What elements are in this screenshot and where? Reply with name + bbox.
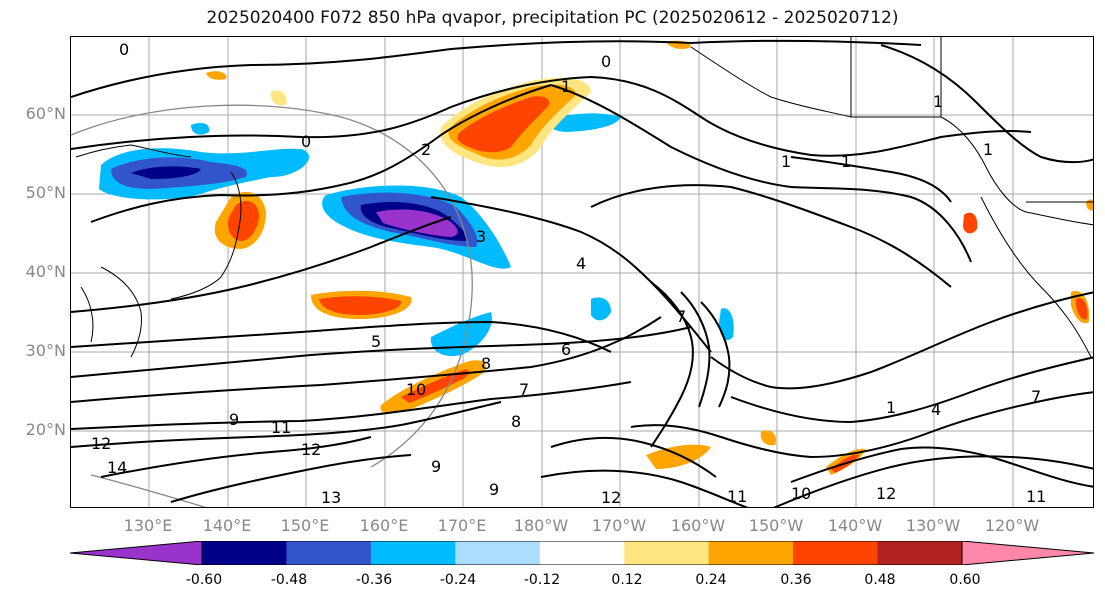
contour-label: 1 [561,77,571,96]
colorbar-segment [539,541,625,565]
contour-label: 1 [983,140,993,159]
colorbar-tick: 0.12 [611,572,643,588]
colorbar-segment [370,541,456,565]
contour-label: 12 [876,484,896,503]
colorbar-tick: 0.36 [780,572,812,588]
colorbar-tick: -0.36 [355,572,393,588]
colorbar-segment [877,541,963,565]
lat-label-60: 60°N [25,104,66,123]
contour-label: 11 [271,418,291,437]
contour-label: 12 [301,440,321,459]
contour-label: 11 [1026,487,1046,506]
contour-lines [71,39,1093,507]
contour-label: 6 [561,340,571,359]
colorbar-segment [624,541,710,565]
colorbar-tick: 0.24 [695,572,727,588]
lon-label: 140°E [202,516,252,535]
contour-label: 7 [1031,387,1041,406]
contour-label: 1 [886,398,896,417]
contour-label: 4 [576,254,586,273]
colorbar-segment [793,541,879,565]
colorbar-tick: 0.48 [864,572,896,588]
map-panel: 0 0 0 1 1 1 1 1 1 2 3 4 4 5 6 7 7 7 8 8 … [70,36,1094,508]
contour-label: 7 [676,307,686,326]
colorbar-tick: 0.60 [949,572,981,588]
colorbar-tick: -0.24 [439,572,477,588]
colorbar-extend-max [962,541,1094,565]
contour-label: 10 [406,380,426,399]
lon-label: 140°W [827,516,883,535]
lon-label: 170°W [591,516,647,535]
contour-label: 3 [476,227,486,246]
lon-label: 120°W [984,516,1040,535]
lon-label: 160°E [359,516,409,535]
lon-label: 160°W [670,516,726,535]
plot-title: 2025020400 F072 850 hPa qvapor, precipit… [206,8,899,28]
contour-label: 2 [421,140,431,159]
colorbar-segment [708,541,794,565]
contour-label: 0 [601,52,611,71]
lat-label-40: 40°N [25,262,66,281]
contour-label: 1 [933,92,943,111]
map-canvas: 0 0 0 1 1 1 1 1 1 2 3 4 4 5 6 7 7 7 8 8 … [71,37,1093,507]
colorbar-tick: -0.12 [523,572,561,588]
projection-arc [71,104,473,507]
contour-label: 13 [321,488,341,507]
contour-label: 10 [791,484,811,503]
lat-label-30: 30°N [25,341,66,360]
coastlines [75,37,1093,358]
colorbar-segment [202,541,287,565]
contour-label: 4 [931,400,941,419]
negative-anomaly-fills [99,113,734,357]
contour-label: 9 [229,410,239,429]
contour-label: 9 [489,480,499,499]
colorbar-segment [286,541,372,565]
contour-label: 8 [511,412,521,431]
contour-label: 1 [841,152,851,171]
contour-label-group: 0 0 0 1 1 1 1 1 1 2 3 4 4 5 6 7 7 7 8 8 … [91,40,1046,507]
contour-label: 0 [301,132,311,151]
lat-label-50: 50°N [25,183,66,202]
lon-label: 130°E [123,516,173,535]
colorbar-segments [70,541,1094,565]
lon-label: 180°W [513,516,569,535]
colorbar-extend-min [70,541,202,565]
colorbar-tick: -0.48 [270,572,308,588]
contour-label: 12 [601,488,621,507]
lon-label: 170°E [437,516,487,535]
colorbar-segment [455,541,541,565]
lon-label: 150°E [280,516,330,535]
contour-label: 5 [371,332,381,351]
colorbar-tick: -0.60 [185,572,223,588]
contour-label: 8 [481,354,491,373]
contour-label: 14 [107,458,127,477]
colorbar [69,540,1095,569]
lon-label: 130°W [905,516,961,535]
contour-label: 7 [519,380,529,399]
contour-label: 9 [431,457,441,476]
contour-label: 1 [781,152,791,171]
contour-label: 12 [91,434,111,453]
lon-label: 150°W [748,516,804,535]
contour-label: 11 [727,487,747,506]
colorbar-svg [69,540,1095,566]
lat-label-20: 20°N [25,420,66,439]
contour-label: 0 [119,40,129,59]
